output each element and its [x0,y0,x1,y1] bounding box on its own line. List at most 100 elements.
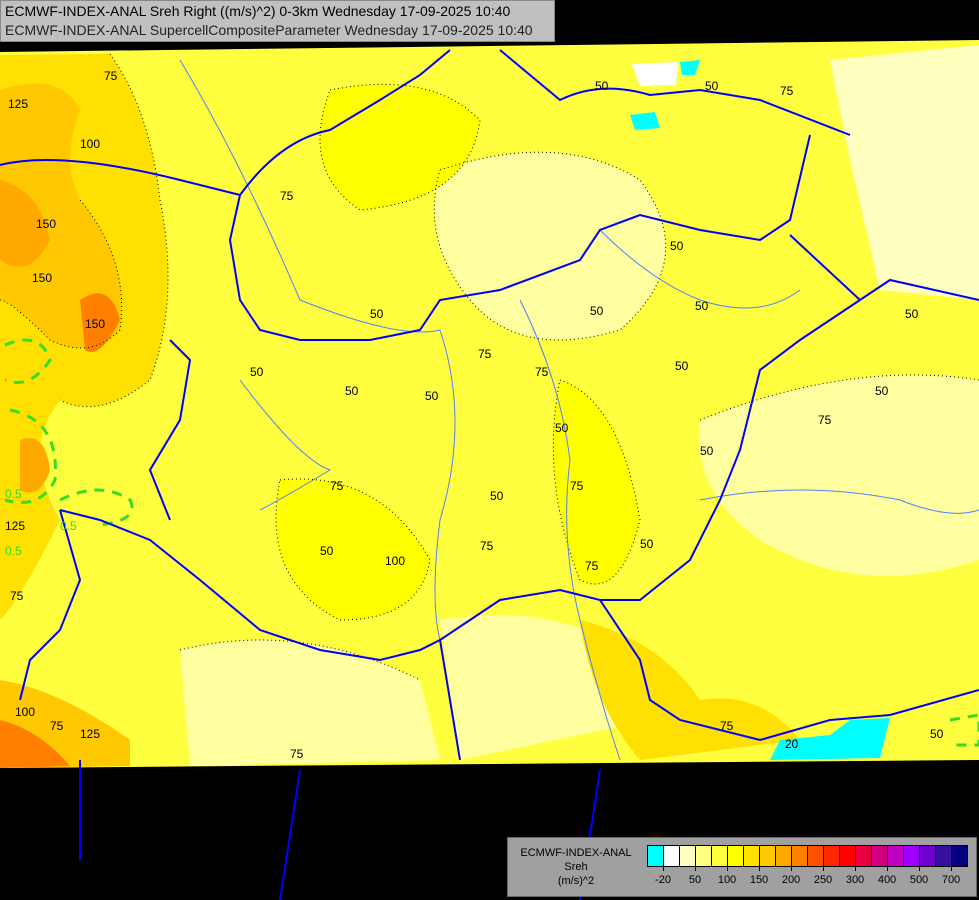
legend-swatch [792,846,808,866]
sreh-region-light [180,640,440,766]
legend-swatch [808,846,824,866]
sreh-region-white [632,62,678,86]
sreh-region-light [698,375,979,576]
legend-tick [791,866,792,871]
legend-colorbar [647,845,968,867]
scp-contour-label: 0.5 [5,487,22,501]
legend-tick [887,866,888,871]
sreh-contour-label: 75 [50,719,64,733]
sreh-contour-label: 75 [10,589,24,603]
sreh-contour-label: 50 [930,727,944,741]
sreh-contour-label: 50 [875,384,889,398]
sreh-contour-label: 50 [345,384,359,398]
legend-ticks: -20 50 100 150 200 250 300 400 500 700 [647,866,969,892]
map-title: ECMWF-INDEX-ANAL Sreh Right ((m/s)^2) 0-… [0,0,555,42]
sreh-contour-label: 50 [370,307,384,321]
sreh-contour-label: 75 [290,747,304,761]
legend-variable: Sreh [564,861,588,873]
legend-tick [695,866,696,871]
sreh-region-orange [80,293,120,352]
sreh-region-negative [630,112,660,130]
legend-tick-label: 150 [749,874,769,886]
sreh-contour-label: 50 [670,239,684,253]
sreh-region-orange-sw [0,720,70,768]
legend-swatch [776,846,792,866]
legend-swatch [840,846,856,866]
sreh-contour-label: 75 [330,479,344,493]
sreh-contour-label: 75 [480,539,494,553]
legend-tick-label: 400 [877,874,897,886]
legend-swatch [696,846,712,866]
sreh-contour-label: 150 [36,217,56,231]
sreh-region-negative [680,60,700,75]
legend-swatch [888,846,904,866]
sreh-contour-label: 150 [32,271,52,285]
sreh-contour-label: 100 [15,705,35,719]
legend-unit: (m/s)^2 [557,875,595,887]
legend-swatch [760,846,776,866]
legend-tick-label: 500 [909,874,929,886]
sreh-contour-label: 75 [585,559,599,573]
sreh-region-negative [770,718,890,760]
legend-swatch [680,846,696,866]
sreh-region-yellow [580,620,800,760]
sreh-contour-label: 100 [80,137,100,151]
scp-contours [4,338,979,747]
legend-tick-label: 200 [781,874,801,886]
scp-contour-labels: 0.5 0.5 0.5 [5,487,77,558]
legend-tick-label: 50 [688,874,702,886]
color-legend: ECMWF-INDEX-ANAL Sreh (m/s)^2 -20 50 100 15… [507,837,977,897]
legend-swatch [904,846,920,866]
legend-swatch [872,846,888,866]
legend-tick-label: 100 [717,874,737,886]
sreh-contour-label: 50 [675,359,689,373]
sreh-contour-label: 75 [104,69,118,83]
sreh-contour-label: 125 [5,519,25,533]
legend-swatch [648,846,664,866]
sreh-contour-label: 50 [695,299,709,313]
scp-contour-label: 0.5 [60,519,77,533]
legend-swatch [728,846,744,866]
sreh-contour-label: 125 [80,727,100,741]
legend-swatch [744,846,760,866]
sreh-contour-label: 50 [320,544,334,558]
legend-swatch [664,846,680,866]
legend-model: ECMWF-INDEX-ANAL [520,847,632,859]
legend-swatch [920,846,936,866]
sreh-contour-label: 50 [905,307,919,321]
sreh-contour-label: 75 [818,413,832,427]
sreh-region-yellow [276,479,430,620]
legend-tick [855,866,856,871]
legend-tick-label: 250 [813,874,833,886]
sreh-contour-label: 50 [640,537,654,551]
sreh-contour-label: 150 [85,317,105,331]
country-borders [0,49,979,900]
sreh-contour-label: 100 [385,554,405,568]
sreh-contour-label: 20 [785,737,799,751]
sreh-contour-label: 125 [8,97,28,111]
sreh-contour-label: 50 [425,389,439,403]
sreh-region-orange [0,180,50,267]
sreh-contour-label: 50 [595,79,609,93]
sreh-region-light [830,45,979,300]
sreh-contour-label: 75 [570,479,584,493]
legend-tick [759,866,760,871]
title-line-scp: ECMWF-INDEX-ANAL SupercellCompositeParam… [5,22,533,38]
sreh-contour-label: 50 [590,304,604,318]
legend-tick [951,866,952,871]
legend-tick-label: 700 [941,874,961,886]
sreh-region-light [434,152,666,340]
sreh-contour-label: 75 [535,365,549,379]
sreh-contour-label: 50 [490,489,504,503]
legend-swatch [952,846,967,866]
title-line-sreh: ECMWF-INDEX-ANAL Sreh Right ((m/s)^2) 0-… [5,3,511,19]
sreh-contour-label: 75 [478,347,492,361]
legend-tick-label: -20 [655,874,671,886]
sreh-region-yellow [320,84,480,210]
legend-swatch [856,846,872,866]
sreh-region-yellow [553,380,640,584]
sreh-region-orange [20,438,50,493]
sreh-region-amber [0,83,122,348]
